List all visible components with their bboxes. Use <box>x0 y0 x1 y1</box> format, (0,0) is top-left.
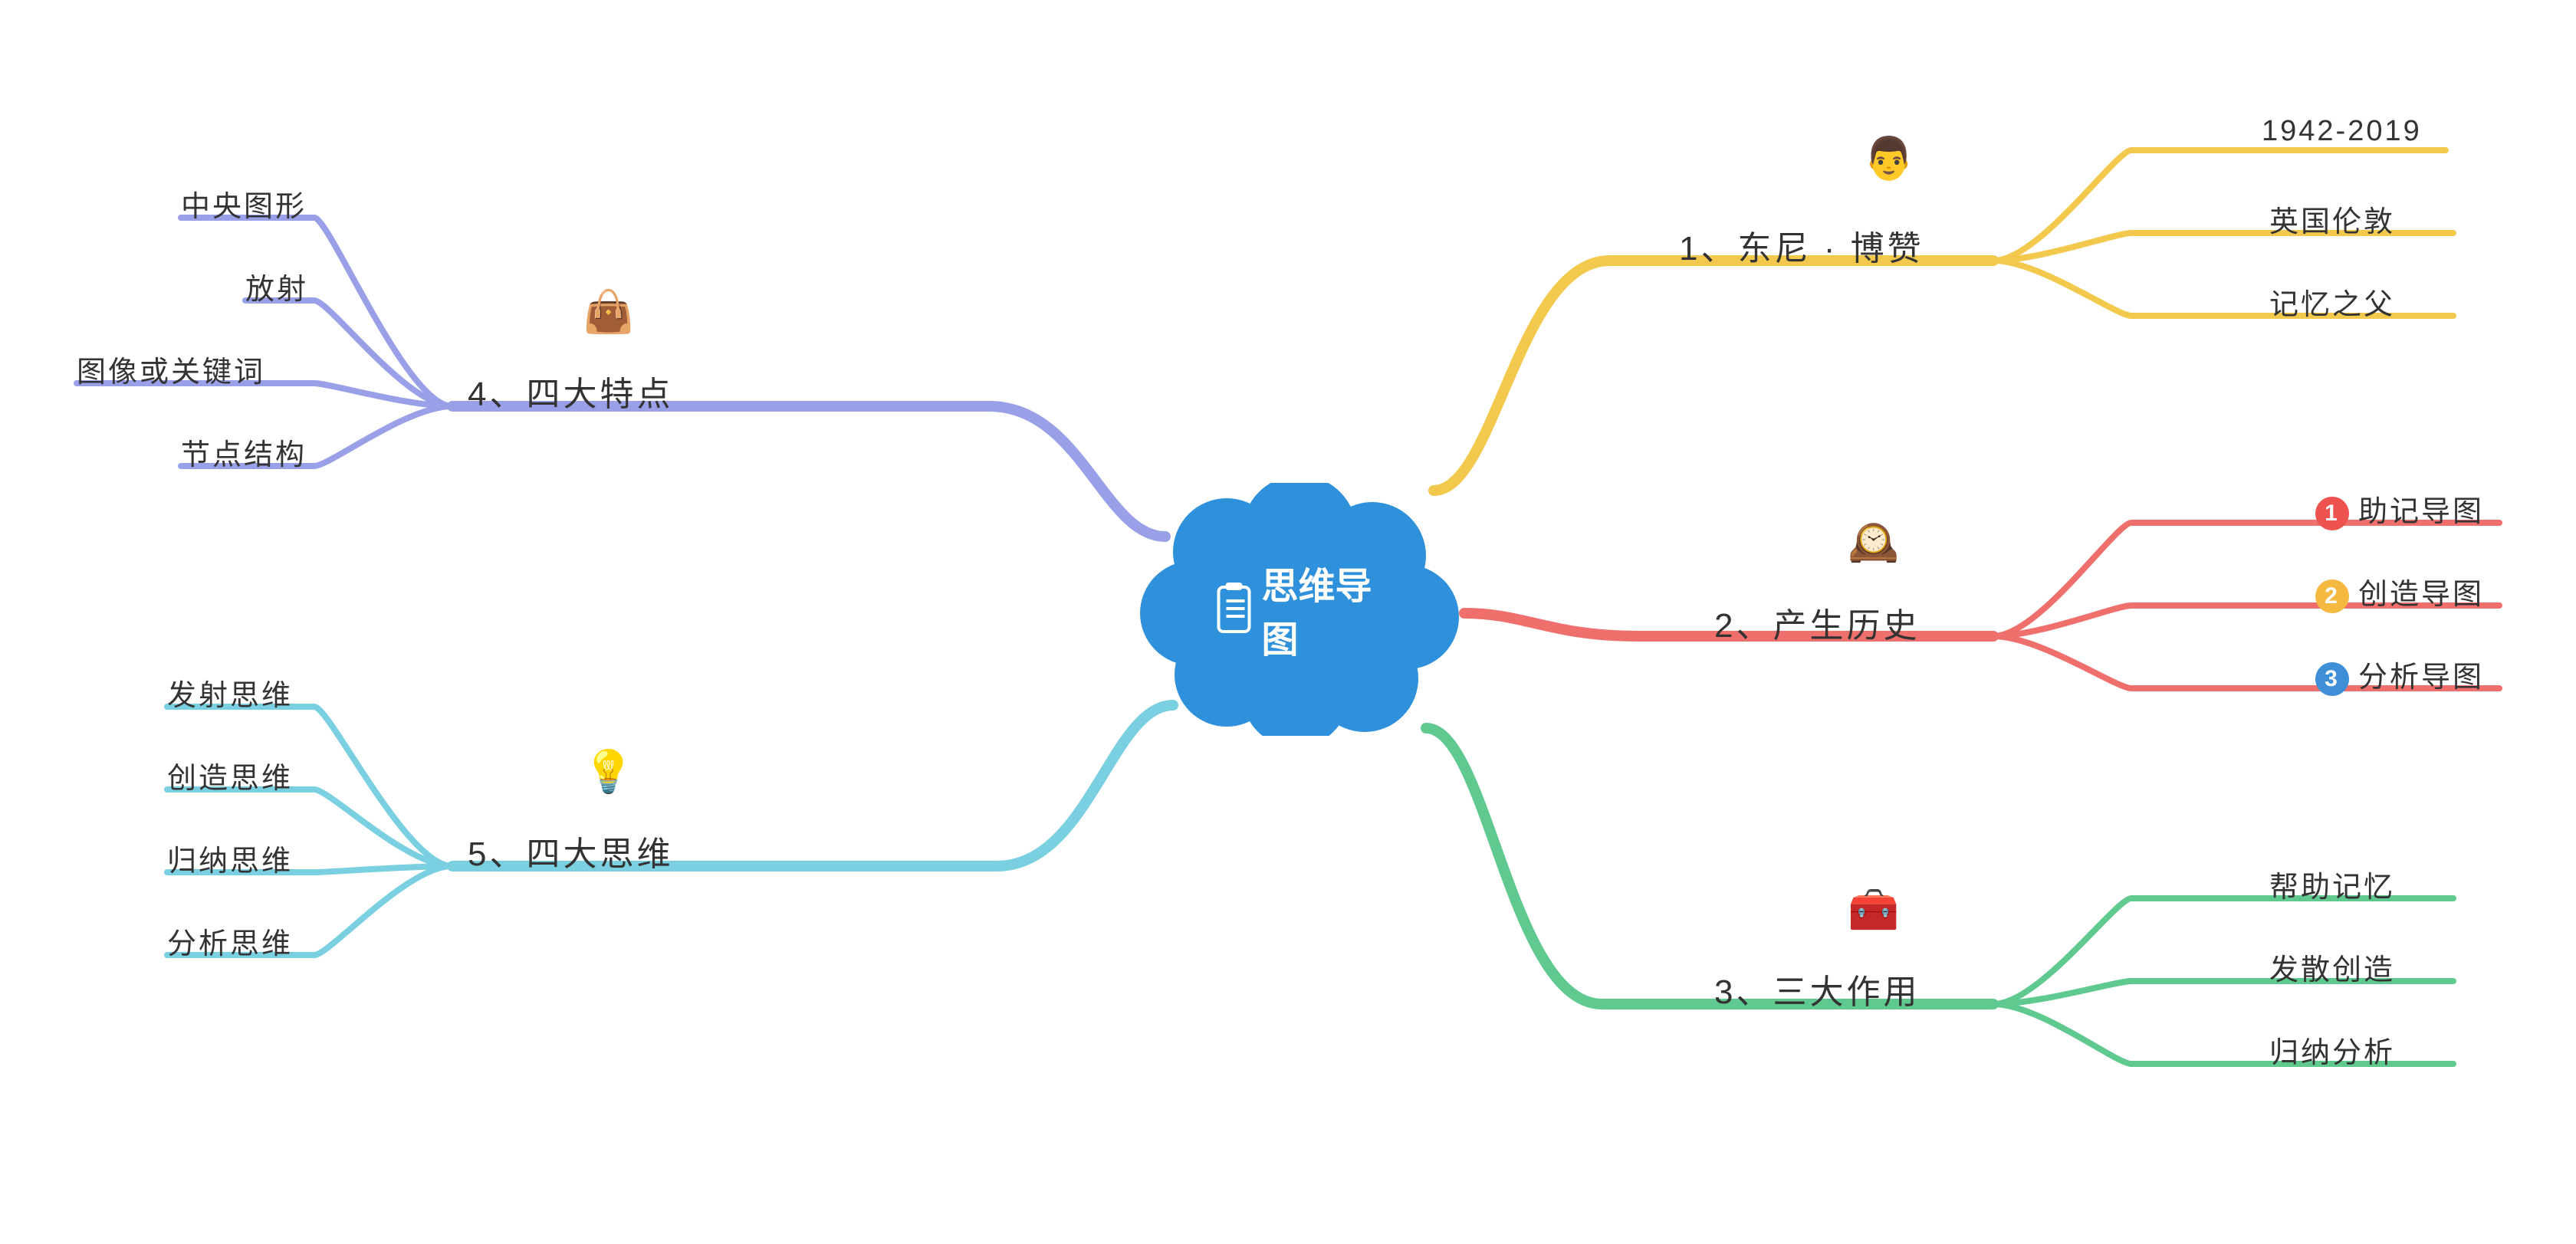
leaf-text: 节点结构 <box>181 439 307 471</box>
branch-label: 4、四大特点 <box>468 366 673 415</box>
center-label: 思维导图 <box>1261 556 1382 663</box>
leaf-label: 中央图形 <box>181 182 307 225</box>
b2-icon: 🕰️ <box>1848 521 1899 563</box>
b4-icon: 👜 <box>583 291 634 333</box>
leaf-text: 1942-2019 <box>2262 115 2422 147</box>
leaf-label: 发射思维 <box>167 671 293 714</box>
leaf-label: 3 分析导图 <box>2315 653 2484 696</box>
number-badge-icon: 2 <box>2315 579 2349 613</box>
mindmap-canvas: 思维导图 1942-2019 英国伦敦记忆之父 1、东尼 · 博赞 👨 1 助记导图 2 创造… <box>0 0 2576 1244</box>
clipboard-icon <box>1217 586 1251 633</box>
leaf-label: 记忆之父 <box>2269 281 2395 323</box>
leaf-text: 记忆之父 <box>2269 289 2395 321</box>
leaf-label: 放射 <box>245 265 308 307</box>
leaf-label: 分析思维 <box>167 920 293 962</box>
branch-label: 2、产生历史 <box>1714 598 1920 647</box>
leaf-label: 2 创造导图 <box>2315 570 2484 613</box>
number-badge-icon: 1 <box>2315 497 2349 530</box>
center-label-wrap: 思维导图 <box>1217 556 1382 663</box>
center-node: 思维导图 <box>1135 483 1464 736</box>
leaf-label: 归纳思维 <box>167 837 293 879</box>
leaf-text: 归纳思维 <box>167 845 293 878</box>
leaf-text: 放射 <box>245 274 308 306</box>
leaf-text: 发射思维 <box>167 680 293 712</box>
leaf-label: 归纳分析 <box>2269 1029 2395 1071</box>
leaf-label: 节点结构 <box>181 431 307 473</box>
leaf-text: 帮助记忆 <box>2269 871 2395 904</box>
leaf-label: 发散创造 <box>2269 946 2395 988</box>
leaf-label: 帮助记忆 <box>2269 863 2395 905</box>
leaf-text: 创造思维 <box>167 763 293 795</box>
leaf-text: 发散创造 <box>2269 954 2395 986</box>
leaf-label: 1942-2019 <box>2262 115 2422 148</box>
branch-label: 1、东尼 · 博赞 <box>1679 221 1924 270</box>
b3-icon: 🧰 <box>1848 889 1899 931</box>
leaf-text: 归纳分析 <box>2269 1037 2395 1069</box>
leaf-text: 分析思维 <box>167 928 293 960</box>
branch-label: 5、四大思维 <box>468 826 673 875</box>
leaf-label: 1 助记导图 <box>2315 487 2484 530</box>
b1-icon: 👨 <box>1863 138 1914 179</box>
leaf-text: 图像或关键词 <box>77 356 265 389</box>
leaf-label: 图像或关键词 <box>77 348 265 390</box>
leaf-text: 中央图形 <box>181 191 307 223</box>
leaf-text: 助记导图 <box>2358 496 2484 528</box>
leaf-label: 英国伦敦 <box>2269 198 2395 240</box>
leaf-text: 创造导图 <box>2358 579 2484 611</box>
number-badge-icon: 3 <box>2315 662 2349 696</box>
b5-icon: 💡 <box>583 751 634 793</box>
branch-label: 3、三大作用 <box>1714 964 1920 1013</box>
leaf-label: 创造思维 <box>167 754 293 796</box>
leaf-text: 分析导图 <box>2358 661 2484 694</box>
leaf-text: 英国伦敦 <box>2269 206 2395 238</box>
